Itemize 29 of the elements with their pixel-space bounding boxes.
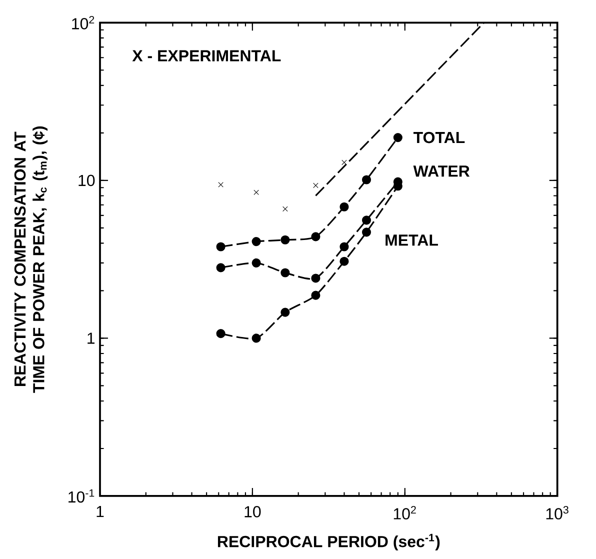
point bbox=[280, 236, 290, 245]
point bbox=[311, 274, 320, 283]
point bbox=[282, 206, 288, 212]
annotation: X - EXPERIMENTAL bbox=[132, 50, 281, 62]
point bbox=[280, 308, 290, 317]
series-label: METAL bbox=[386, 234, 438, 246]
y-tick-label: 10$^{-1}$ bbox=[68, 490, 94, 503]
x-tick-label: 10 bbox=[244, 506, 261, 518]
point bbox=[342, 160, 347, 166]
series-label: WATER bbox=[413, 166, 470, 177]
x-tick-label: 10$^{3}$ bbox=[546, 506, 568, 520]
x-tick-label: 10$^{2}$ bbox=[394, 506, 416, 520]
point bbox=[252, 237, 261, 246]
y-tick-label: 10 bbox=[78, 174, 95, 186]
point bbox=[252, 334, 261, 343]
series-label: TOTAL bbox=[413, 132, 465, 144]
point bbox=[311, 232, 320, 242]
x-tick-label: 1 bbox=[96, 506, 104, 518]
y-tick-label: 10$^{2}$ bbox=[72, 16, 94, 30]
point bbox=[340, 202, 349, 212]
point bbox=[254, 190, 259, 196]
point bbox=[280, 268, 290, 278]
y-tick-label: 1 bbox=[88, 332, 95, 344]
point bbox=[313, 182, 318, 188]
x-axis-title: RECIPROCAL PERIOD (sec$^{-1}$) bbox=[218, 534, 440, 551]
point bbox=[340, 242, 349, 252]
point bbox=[340, 256, 349, 266]
point bbox=[311, 290, 320, 300]
point bbox=[252, 258, 261, 268]
